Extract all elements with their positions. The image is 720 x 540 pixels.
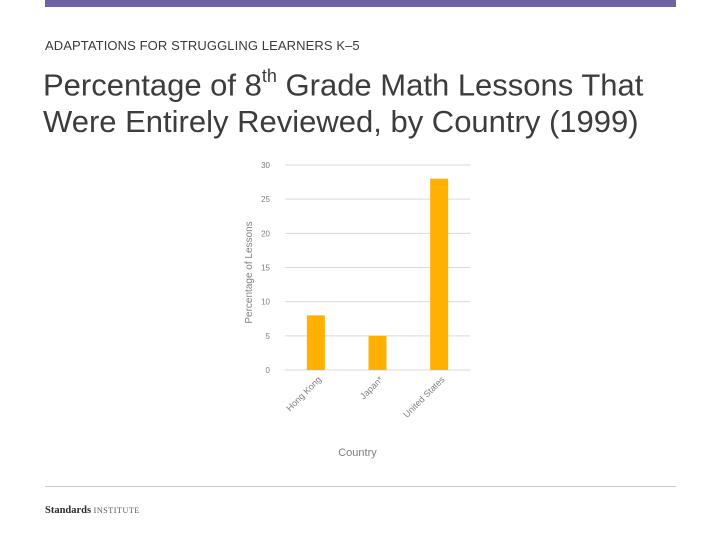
x-tick-label: Hong Kong bbox=[284, 374, 323, 413]
bar-chart: 0 5 10 15 20 25 30 Hong Kong Japan* United States… bbox=[244, 161, 470, 459]
slide-title: Percentage of 8th Grade Math Lessons Tha… bbox=[43, 60, 703, 140]
y-axis-title: Percentage of Lessons bbox=[244, 221, 255, 323]
title-superscript: th bbox=[261, 66, 277, 86]
footer-divider bbox=[45, 486, 676, 487]
slide-subtitle: ADAPTATIONS FOR STRUGGLING LEARNERS K–5 bbox=[45, 38, 360, 53]
title-part-1: Percentage of 8 bbox=[43, 67, 262, 103]
standards-institute-logo: Standards INSTITUTE bbox=[45, 505, 140, 516]
x-tick-label: Japan* bbox=[358, 374, 385, 401]
y-tick-label: 30 bbox=[261, 161, 270, 170]
y-tick-label: 0 bbox=[266, 366, 271, 375]
y-tick-label: 25 bbox=[261, 195, 270, 204]
logo-text-light: INSTITUTE bbox=[93, 506, 140, 515]
y-tick-label: 5 bbox=[266, 332, 271, 341]
bar-united-states bbox=[430, 178, 449, 370]
y-tick-label: 10 bbox=[261, 298, 270, 307]
y-tick-label: 20 bbox=[261, 229, 270, 238]
title-part-2: Grade Math Lessons That Were Entirely Re… bbox=[43, 67, 644, 140]
accent-bar bbox=[45, 0, 676, 7]
y-tick-label: 15 bbox=[261, 264, 270, 273]
bar-japan- bbox=[368, 335, 387, 370]
logo-text-strong: Standards bbox=[45, 505, 92, 516]
x-tick-label: United States bbox=[401, 374, 447, 420]
x-axis-title: Country bbox=[338, 447, 377, 459]
bar-hong-kong bbox=[306, 315, 325, 370]
